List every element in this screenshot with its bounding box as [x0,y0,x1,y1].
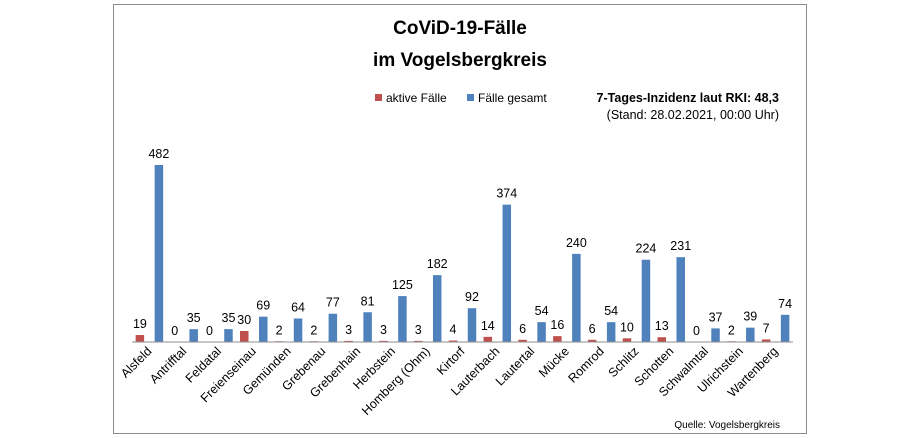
data-label-aktive-kirtorf: 4 [450,323,457,337]
data-label-gesamt-freienseinau: 69 [256,299,270,313]
data-label-aktive-freienseinau: 30 [237,313,251,327]
source-note: Quelle: Vogelsbergkreis [674,420,780,431]
bar-gesamt-freienseinau [259,316,268,342]
data-label-gesamt-ulrichstein: 39 [743,310,757,324]
legend-swatch-aktive [375,94,382,101]
bar-gesamt-schotten [676,257,685,342]
bar-aktive-lautertal [518,339,527,342]
bar-gesamt-mücke [572,253,581,342]
bar-gesamt-gemünden [293,318,303,342]
data-label-aktive-feldatal: 0 [206,324,213,338]
data-label-aktive-romrod: 6 [589,322,596,336]
data-label-gesamt-grebenhain: 81 [361,294,375,308]
data-label-gesamt-schlitz: 224 [636,242,657,256]
bar-gesamt-lauterbach [502,204,512,342]
bar-aktive-homberg-ohm [413,340,423,342]
bar-gesamt-herbstein [398,296,407,342]
data-label-gesamt-feldatal: 35 [222,311,236,325]
bar-aktive-romrod [587,339,597,342]
data-label-aktive-lautertal: 6 [519,322,526,336]
bar-gesamt-grebenau [328,313,338,342]
chart-title-line-1: CoViD-19-Fälle [393,18,527,39]
bar-aktive-mücke [553,336,562,342]
data-label-gesamt-romrod: 54 [604,304,618,318]
bar-aktive-freienseinau [240,330,249,342]
data-label-gesamt-homberg-ohm: 182 [427,257,448,271]
bar-gesamt-romrod [606,322,616,342]
data-label-aktive-gemünden: 2 [276,323,283,337]
data-label-aktive-antrifftal: 0 [171,324,178,338]
bar-gesamt-wartenberg [780,314,790,342]
bar-gesamt-schlitz [641,259,651,342]
bar-gesamt-ulrichstein [746,327,755,342]
incidence-text: 7-Tages-Inzidenz laut RKI: 48,3 [597,91,779,105]
legend-label-gesamt: Fälle gesamt [478,91,547,105]
bar-aktive-kirtorf [448,340,458,342]
legend-label-aktive: aktive Fälle [386,91,447,105]
data-label-gesamt-alsfeld: 482 [148,147,169,161]
bar-gesamt-kirtorf [467,308,477,342]
data-label-aktive-grebenau: 2 [310,323,317,337]
incidence-date: (Stand: 28.02.2021, 00:00 Uhr) [607,108,779,122]
chart-border [113,4,807,434]
data-label-aktive-schlitz: 10 [620,320,634,334]
data-label-gesamt-herbstein: 125 [392,278,413,292]
bar-gesamt-alsfeld [154,165,164,342]
data-label-gesamt-wartenberg: 74 [778,297,792,311]
bar-gesamt-feldatal [224,329,233,342]
data-label-gesamt-schotten: 231 [670,239,691,253]
bar-aktive-herbstein [379,340,388,342]
data-label-aktive-grebenhain: 3 [345,323,352,337]
legend: aktive Fälle Fälle gesamt [375,91,547,105]
data-label-aktive-schwalmtal: 0 [693,324,700,338]
data-label-aktive-alsfeld: 19 [133,317,147,331]
bar-gesamt-antrifftal [189,329,198,342]
data-label-aktive-herbstein: 3 [380,323,387,337]
data-label-aktive-lauterbach: 14 [481,319,495,333]
data-label-aktive-wartenberg: 7 [763,321,770,335]
bar-aktive-schlitz [622,338,632,342]
data-label-gesamt-lauterbach: 374 [496,187,517,201]
legend-swatch-gesamt [467,94,474,101]
bar-gesamt-grebenhain [363,312,372,342]
data-label-gesamt-antrifftal: 35 [187,311,201,325]
bar-gesamt-homberg-ohm [432,275,442,342]
data-label-aktive-schotten: 13 [655,319,669,333]
data-label-gesamt-gemünden: 64 [291,300,305,314]
data-label-gesamt-mücke: 240 [566,236,587,250]
data-label-gesamt-kirtorf: 92 [465,290,479,304]
bar-aktive-alsfeld [135,335,145,342]
data-label-gesamt-lautertal: 54 [535,304,549,318]
bar-aktive-grebenhain [344,340,353,342]
data-label-gesamt-grebenau: 77 [326,296,340,310]
bar-gesamt-schwalmtal [711,328,720,342]
bar-aktive-schotten [657,337,666,342]
data-label-aktive-ulrichstein: 2 [728,323,735,337]
data-label-gesamt-schwalmtal: 37 [709,310,723,324]
bar-aktive-wartenberg [761,339,771,342]
data-label-aktive-homberg-ohm: 3 [415,323,422,337]
chart-title-line-2: im Vogelsbergkreis [373,50,547,71]
bar-aktive-lauterbach [483,336,493,342]
bar-gesamt-lautertal [537,322,546,342]
data-label-aktive-mücke: 16 [550,318,564,332]
